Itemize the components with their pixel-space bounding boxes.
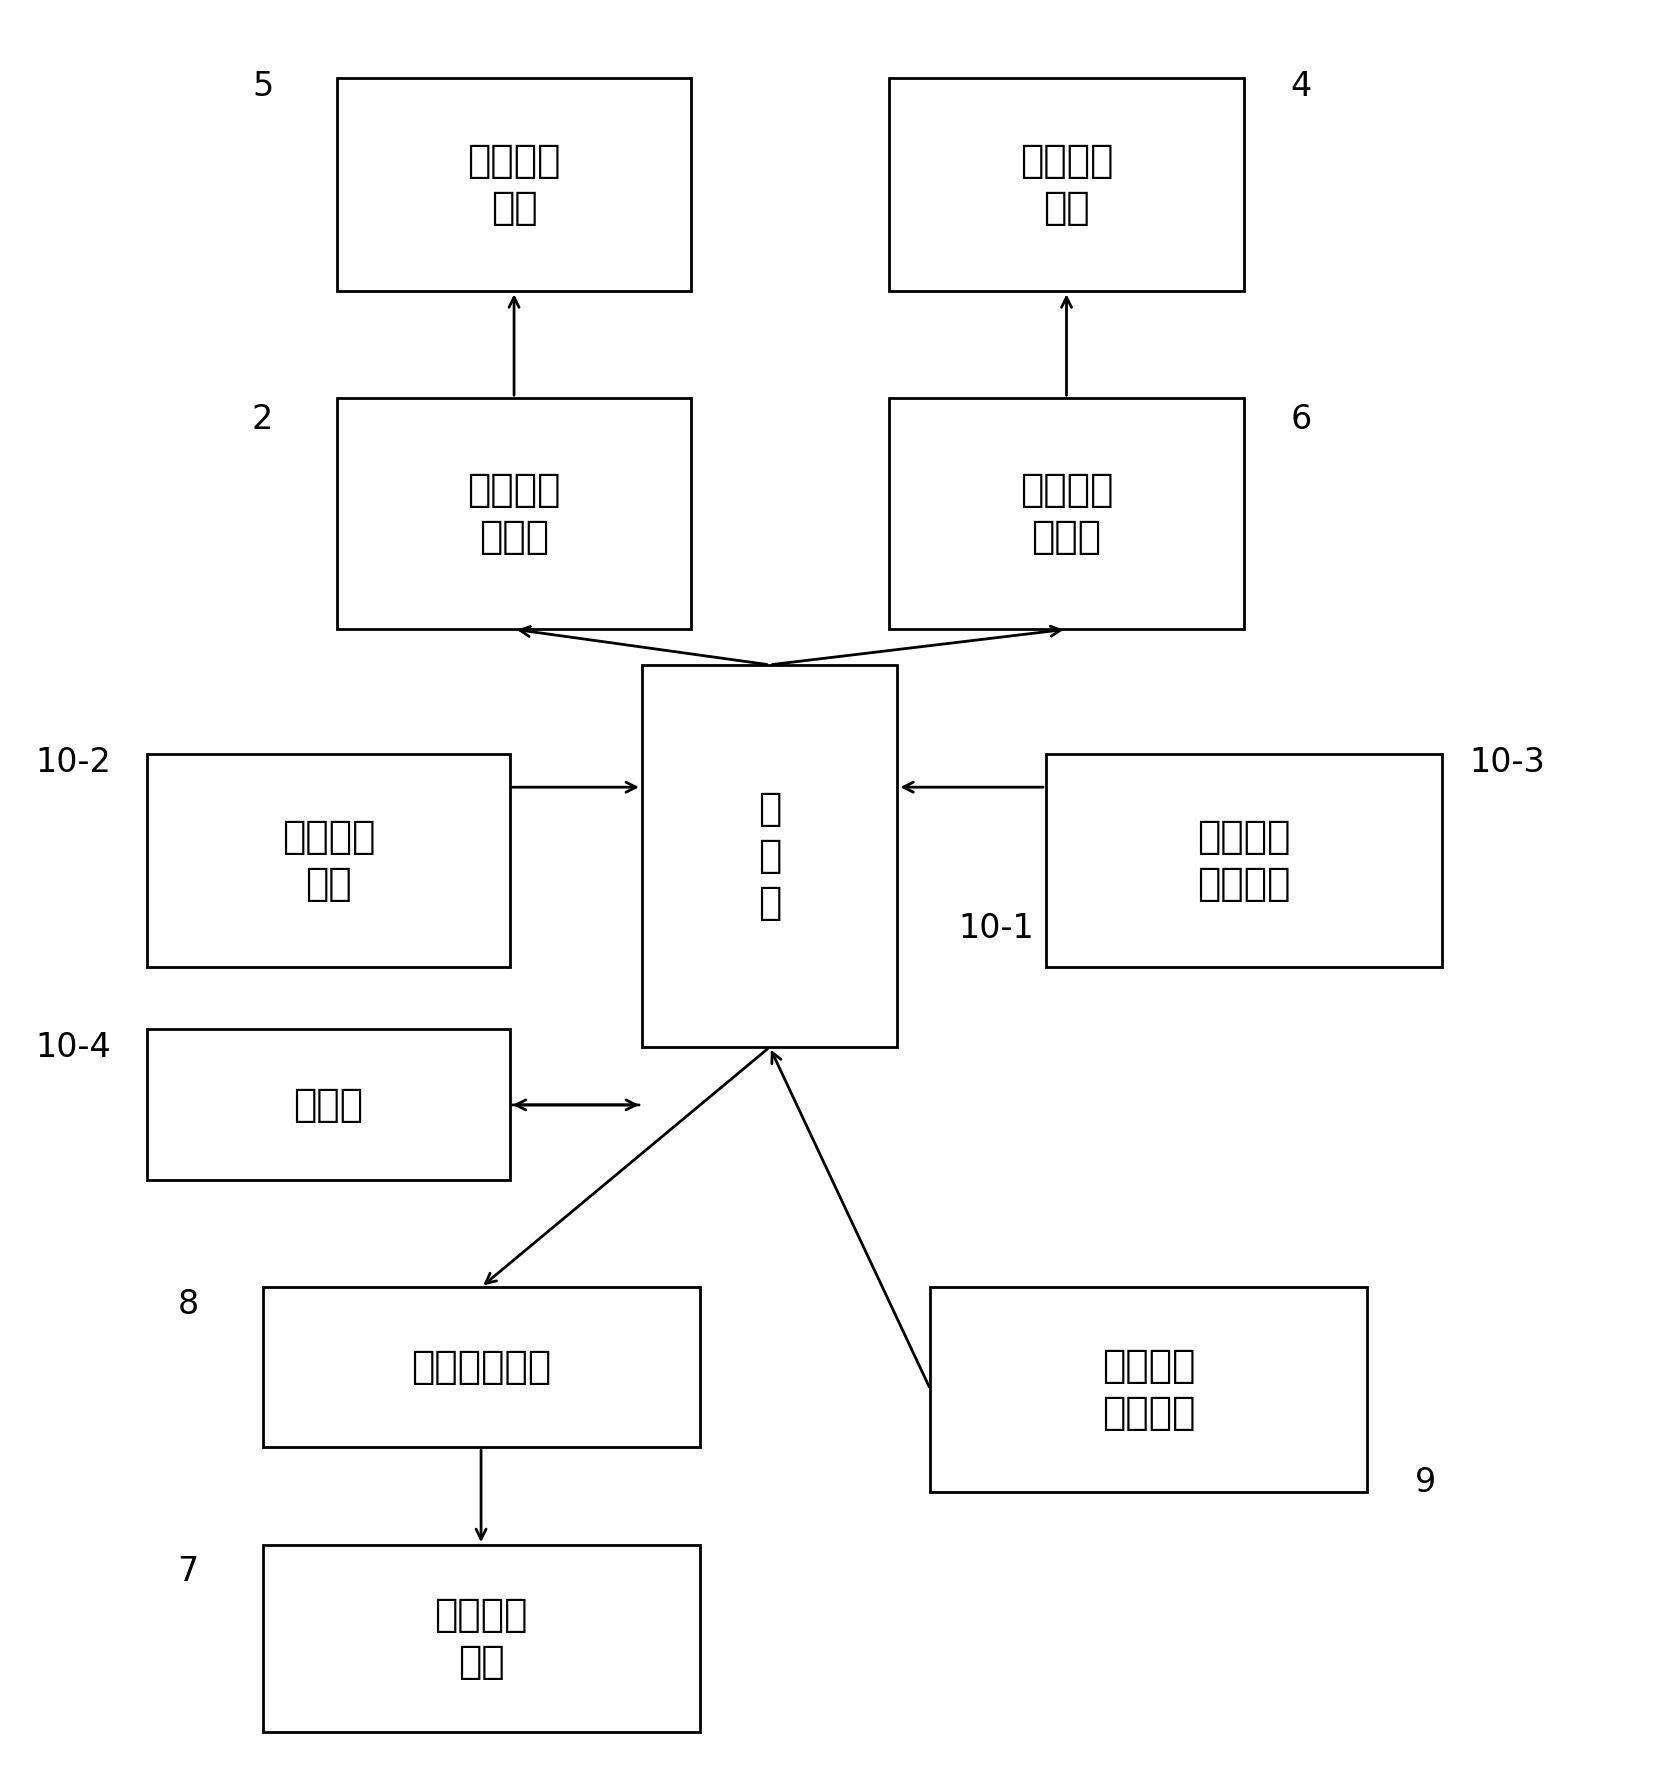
Text: 10-2: 10-2 xyxy=(35,745,111,780)
Text: 升降驱动机构: 升降驱动机构 xyxy=(411,1348,550,1387)
Bar xyxy=(642,665,898,1047)
Text: 电动驱动
机构二: 电动驱动 机构二 xyxy=(1019,471,1113,556)
Text: 水平升降
托架: 水平升降 托架 xyxy=(434,1597,527,1681)
Text: 前移限位
杆一: 前移限位 杆一 xyxy=(467,142,560,228)
Bar xyxy=(338,398,692,629)
Text: 电动驱动
机构一: 电动驱动 机构一 xyxy=(467,471,560,556)
Text: 10-1: 10-1 xyxy=(958,912,1034,944)
Text: 4: 4 xyxy=(1290,70,1312,104)
Bar xyxy=(146,1029,511,1181)
Bar xyxy=(146,754,511,968)
Text: 升降高度
检测单元: 升降高度 检测单元 xyxy=(1103,1348,1196,1432)
Text: 9: 9 xyxy=(1415,1466,1435,1500)
Bar xyxy=(890,79,1244,292)
Bar xyxy=(263,1287,700,1448)
Text: 10-4: 10-4 xyxy=(35,1030,111,1064)
Text: 前移限位
杆二: 前移限位 杆二 xyxy=(1019,142,1113,228)
Bar xyxy=(930,1287,1367,1491)
Bar xyxy=(890,398,1244,629)
Bar xyxy=(1046,754,1442,968)
Text: 层架间距
输入单元: 层架间距 输入单元 xyxy=(1197,817,1290,903)
Text: 10-3: 10-3 xyxy=(1470,745,1545,780)
Text: 控
制
器: 控 制 器 xyxy=(758,790,782,923)
Text: 6: 6 xyxy=(1290,403,1312,435)
Bar xyxy=(263,1545,700,1731)
Text: 参数输入
单元: 参数输入 单元 xyxy=(281,817,376,903)
Text: 计数器: 计数器 xyxy=(293,1086,364,1124)
Text: 7: 7 xyxy=(178,1555,200,1588)
Bar xyxy=(338,79,692,292)
Text: 5: 5 xyxy=(251,70,273,104)
Text: 8: 8 xyxy=(178,1288,200,1321)
Text: 2: 2 xyxy=(251,403,273,435)
